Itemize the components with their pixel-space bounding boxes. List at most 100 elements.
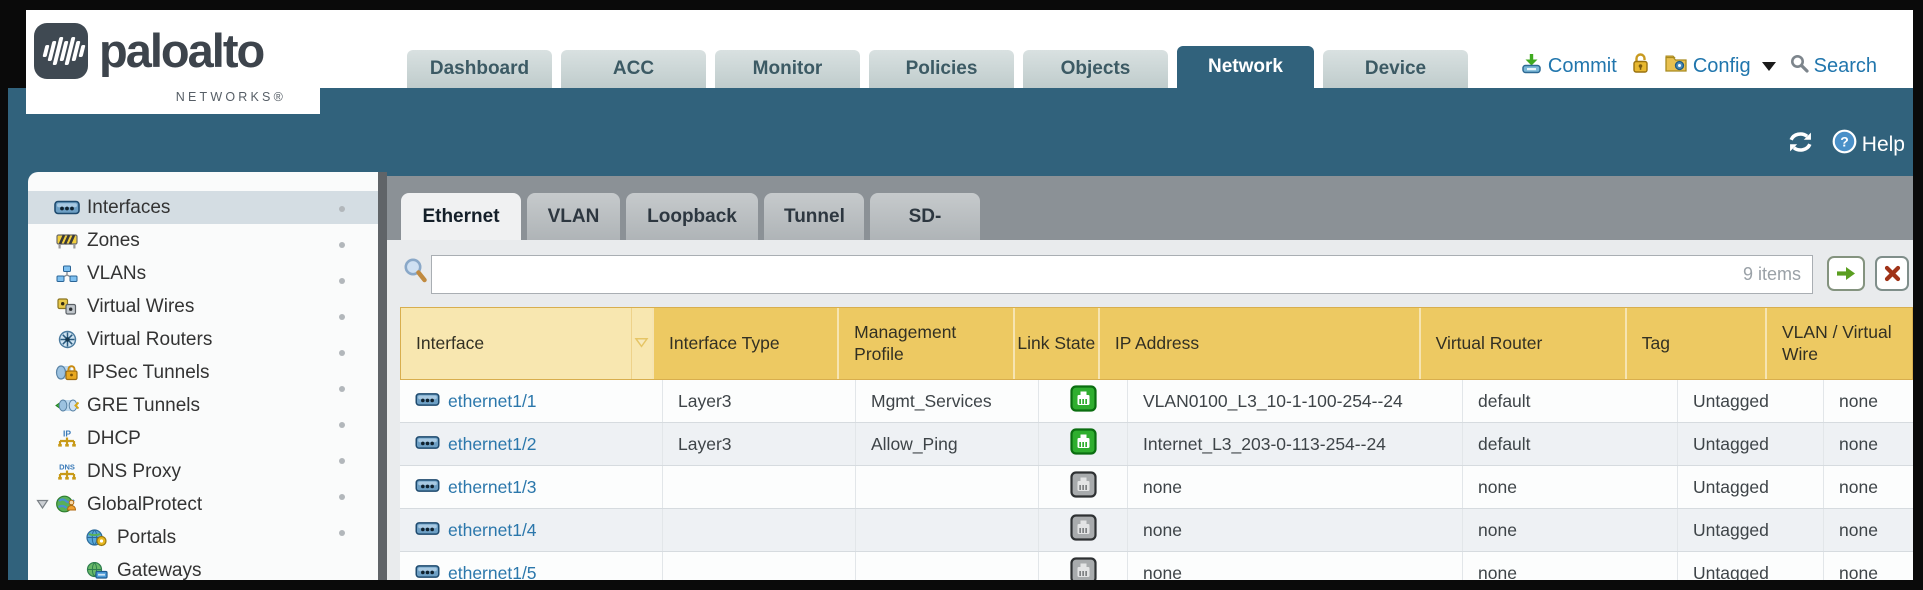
- cell-vlan-virtual-wire: none: [1823, 423, 1913, 465]
- cell-link-state: [1038, 466, 1127, 508]
- config-menu-button[interactable]: Config: [1664, 53, 1776, 79]
- nav-tab-objects[interactable]: Objects: [1023, 50, 1168, 88]
- nav-tab-monitor[interactable]: Monitor: [715, 50, 860, 88]
- sidebar-item-label: Zones: [87, 229, 140, 251]
- commit-icon: [1520, 53, 1543, 80]
- cell-management-profile: Mgmt_Services: [855, 380, 1038, 422]
- column-label: Tag: [1641, 332, 1670, 353]
- sidebar-item-label: IPSec Tunnels: [87, 361, 210, 383]
- lock-icon: [1631, 52, 1650, 80]
- gre-tunnels-icon: [53, 397, 81, 414]
- cell-vlan-virtual-wire: none: [1823, 552, 1913, 580]
- column-header-tag[interactable]: Tag: [1624, 308, 1765, 379]
- items-count: 9 items: [1742, 264, 1801, 284]
- column-label: IP Address: [1114, 332, 1200, 353]
- column-header-vlan-virtual-wire[interactable]: VLAN / Virtual Wire: [1765, 308, 1912, 379]
- tab-tunnel[interactable]: Tunnel: [764, 193, 864, 240]
- column-header-management-profile[interactable]: Management Profile: [837, 308, 1013, 379]
- sidebar-item-dhcp[interactable]: IP DHCP: [28, 422, 378, 455]
- column-header-link-state[interactable]: Link State: [1012, 308, 1098, 379]
- nav-tab-dashboard[interactable]: Dashboard: [407, 50, 552, 88]
- search-button[interactable]: Search: [1790, 54, 1877, 79]
- search-label: Search: [1813, 54, 1877, 77]
- column-header-virtual-router[interactable]: Virtual Router: [1418, 308, 1625, 379]
- zones-icon: [53, 232, 81, 250]
- ethernet-interface-icon: [415, 520, 440, 541]
- workspace: Interfaces Zones VLANs Virtual Wires Virtual…: [8, 172, 1913, 580]
- table-row[interactable]: ethernet1/2 Layer3 Allow_Ping Internet_L3_2…: [400, 423, 1913, 466]
- cell-ip-address: none: [1127, 552, 1462, 580]
- sidebar-item-portals[interactable]: Portals: [28, 521, 378, 554]
- cell-ip-address: none: [1127, 466, 1462, 508]
- link-down-icon: [1069, 557, 1097, 580]
- sidebar-item-gre-tunnels[interactable]: GRE Tunnels: [28, 389, 378, 422]
- tab-sd-wan[interactable]: SD-WAN: [870, 193, 980, 274]
- refresh-icon[interactable]: [1787, 131, 1814, 159]
- lock-button[interactable]: [1631, 52, 1650, 80]
- sidebar-resize-dots: [339, 176, 347, 566]
- sidebar-item-zones[interactable]: Zones: [28, 224, 378, 257]
- virtual-routers-icon: [53, 330, 81, 349]
- svg-text:IP: IP: [63, 429, 71, 439]
- sidebar-item-ipsec-tunnels[interactable]: IPSec Tunnels: [28, 356, 378, 389]
- cell-interface: ethernet1/3: [400, 466, 662, 508]
- nav-tab-device[interactable]: Device: [1323, 50, 1468, 88]
- link-down-icon: [1069, 514, 1097, 546]
- interface-link[interactable]: ethernet1/5: [448, 562, 537, 581]
- cell-management-profile: [855, 466, 1038, 508]
- tab-vlan[interactable]: VLAN: [527, 193, 620, 240]
- sidebar-splitter[interactable]: [378, 172, 387, 580]
- table-row[interactable]: ethernet1/5 none none Untagged none: [400, 552, 1913, 580]
- cell-virtual-router: default: [1462, 423, 1677, 465]
- dns-proxy-icon: DNS: [53, 462, 81, 482]
- interface-link[interactable]: ethernet1/3: [448, 476, 537, 497]
- tab-ethernet[interactable]: Ethernet: [401, 193, 521, 240]
- help-button[interactable]: ? Help: [1832, 129, 1905, 160]
- cell-interface: ethernet1/4: [400, 509, 662, 551]
- sidebar-item-vlans[interactable]: VLANs: [28, 257, 378, 290]
- sidebar-item-gateways[interactable]: Gateways: [28, 554, 378, 580]
- nav-tab-acc[interactable]: ACC: [561, 50, 706, 88]
- cell-vlan-virtual-wire: none: [1823, 380, 1913, 422]
- sidebar-item-globalprotect[interactable]: GlobalProtect: [28, 488, 378, 521]
- table-header-row: Interface Interface Type Management Profil…: [400, 307, 1913, 380]
- sort-dropdown-button[interactable]: [630, 308, 652, 379]
- column-header-interface-type[interactable]: Interface Type: [652, 308, 838, 379]
- commit-button[interactable]: Commit: [1520, 53, 1617, 80]
- clear-filter-button[interactable]: [1875, 256, 1909, 291]
- column-header-interface[interactable]: Interface: [401, 308, 631, 379]
- tab-loopback[interactable]: Loopback: [626, 193, 758, 240]
- column-label: VLAN / Virtual Wire: [1782, 321, 1892, 364]
- vlans-icon: [53, 265, 81, 283]
- column-label: Link State: [1017, 332, 1096, 353]
- interface-link[interactable]: ethernet1/1: [448, 390, 537, 411]
- sidebar-item-virtual-routers[interactable]: Virtual Routers: [28, 323, 378, 356]
- column-label: Interface Type: [669, 332, 780, 353]
- virtual-wires-icon: [53, 298, 81, 315]
- apply-filter-button[interactable]: [1827, 256, 1865, 291]
- table-row[interactable]: ethernet1/1 Layer3 Mgmt_Services VLAN0100_L…: [400, 380, 1913, 423]
- ethernet-interface-icon: [415, 563, 440, 581]
- table-row[interactable]: ethernet1/4 none none Untagged none: [400, 509, 1913, 552]
- primary-nav: Dashboard ACC Monitor Policies Objects Networ…: [407, 46, 1477, 88]
- brand-name: paloalto: [99, 24, 265, 77]
- sidebar-item-label: GlobalProtect: [87, 493, 203, 515]
- sidebar-item-virtual-wires[interactable]: Virtual Wires: [28, 290, 378, 323]
- interface-link[interactable]: ethernet1/2: [448, 433, 537, 454]
- collapse-arrow-icon[interactable]: [32, 499, 53, 510]
- teal-banner: NETWORKS® ? Help: [8, 88, 1913, 176]
- table-row[interactable]: ethernet1/3 none none Untagged none: [400, 466, 1913, 509]
- config-icon: [1664, 53, 1688, 79]
- nav-tab-policies[interactable]: Policies: [869, 50, 1014, 88]
- column-header-ip-address[interactable]: IP Address: [1097, 308, 1419, 379]
- filter-input[interactable]: [431, 255, 1813, 294]
- ethernet-interface-icon: [415, 391, 440, 412]
- interfaces-table: Interface Interface Type Management Profil…: [400, 307, 1913, 580]
- nav-tab-network[interactable]: Network: [1177, 46, 1314, 88]
- cell-link-state: [1038, 380, 1127, 422]
- sidebar-item-interfaces[interactable]: Interfaces: [28, 191, 378, 224]
- interface-link[interactable]: ethernet1/4: [448, 519, 537, 540]
- cell-ip-address: none: [1127, 509, 1462, 551]
- sidebar-item-dns-proxy[interactable]: DNS DNS Proxy: [28, 455, 378, 488]
